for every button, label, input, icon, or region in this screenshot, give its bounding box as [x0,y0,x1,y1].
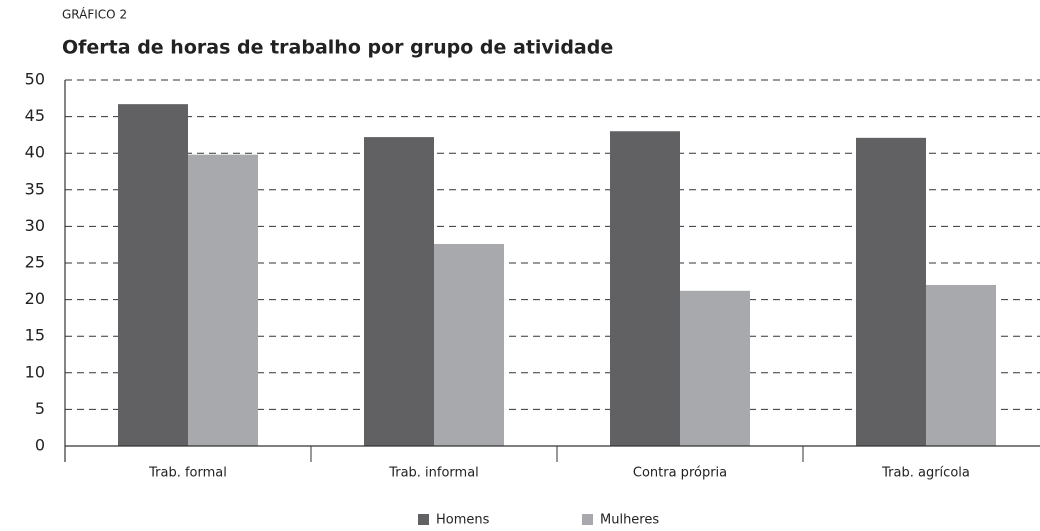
bar [364,137,434,446]
y-tick-label: 40 [25,143,45,162]
bar [434,243,504,446]
x-tick-label: Contra própria [633,466,727,481]
y-tick-label: 15 [25,326,45,345]
y-tick-label: 45 [25,106,45,125]
legend-swatch [418,514,429,525]
y-tick-label: 10 [25,362,45,381]
bar [188,154,258,446]
bar [926,284,996,446]
legend-swatch [582,514,593,525]
y-tick-label: 30 [25,216,45,235]
bar [118,104,188,446]
y-tick-label: 50 [25,70,45,89]
y-tick-label: 35 [25,179,45,198]
bar [610,131,680,447]
y-tick-label: 25 [25,253,45,272]
y-tick-label: 0 [35,436,45,455]
y-tick-label: 20 [25,289,45,308]
legend-label: Mulheres [600,513,659,528]
chart-title: Oferta de horas de trabalho por grupo de… [62,37,613,59]
x-tick-label: Trab. formal [148,466,227,481]
y-tick-label: 5 [35,399,45,418]
chart-label: GRÁFICO 2 [62,7,127,22]
legend-label: Homens [436,513,490,528]
x-tick-label: Trab. informal [388,466,479,481]
bar [856,137,926,446]
bar [680,290,750,446]
x-tick-label: Trab. agrícola [881,466,970,481]
